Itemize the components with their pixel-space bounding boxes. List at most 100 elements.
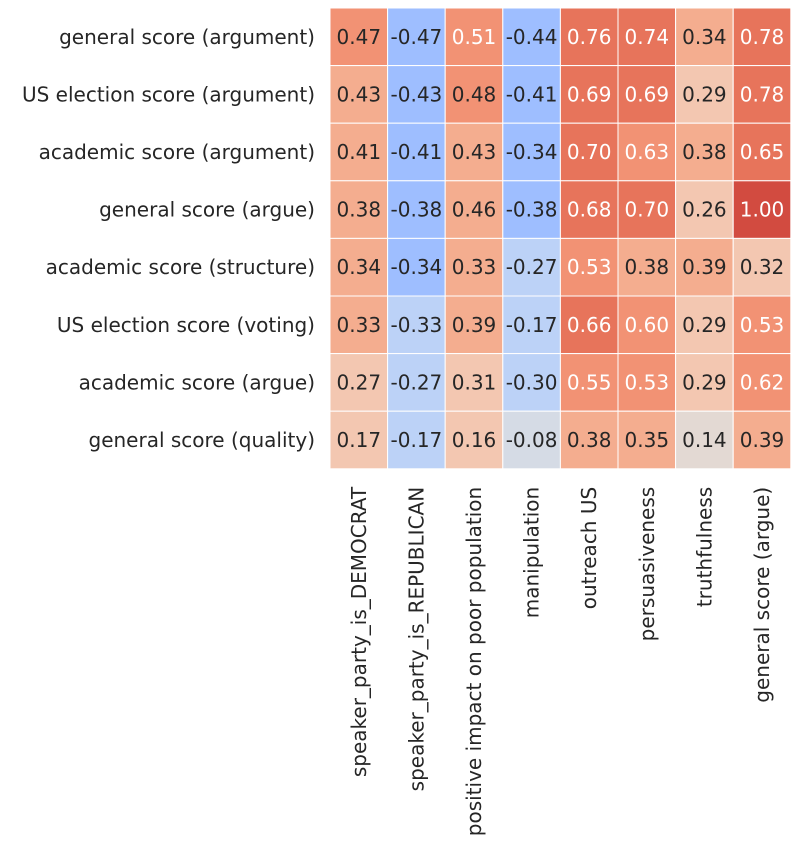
- cell-value-label: 1.00: [740, 198, 785, 222]
- cell-value-label: 0.26: [682, 198, 727, 222]
- column-label: persuasiveness: [635, 487, 659, 642]
- heatmap-cell: [329, 7, 389, 67]
- row-label: general score (argue): [99, 198, 315, 222]
- heatmap-cell: [559, 410, 619, 470]
- cell-value-label: 0.60: [625, 313, 670, 337]
- row-label: general score (quality): [89, 428, 316, 452]
- heatmap-cell: [387, 353, 446, 412]
- heatmap-cell: [617, 180, 677, 239]
- row-tick-labels: general score (argument) US election scor…: [22, 25, 315, 452]
- cell-value-label: -0.34: [391, 255, 443, 279]
- heatmap-cell: [502, 65, 561, 124]
- cell-value-label: 0.55: [567, 370, 612, 394]
- heatmap-cell: [329, 122, 389, 182]
- cell-value-label: 0.53: [567, 255, 612, 279]
- column-label: truthfulness: [692, 487, 716, 607]
- heatmap-cell: [444, 122, 504, 182]
- row-label: US election score (voting): [57, 313, 315, 337]
- cell-value-label: -0.43: [391, 82, 443, 106]
- cell-value-label: 0.70: [625, 198, 670, 222]
- cell-value-label: -0.30: [506, 370, 558, 394]
- heatmap-cell: [559, 122, 619, 182]
- cell-value-label: 0.14: [682, 428, 727, 452]
- row-label: academic score (structure): [46, 255, 315, 279]
- heatmap-cell: [617, 65, 677, 124]
- row-label: academic score (argue): [79, 370, 315, 394]
- cell-value-label: -0.38: [391, 198, 443, 222]
- heatmap-cell: [675, 122, 734, 182]
- cell-value-label: 0.17: [337, 428, 382, 452]
- cell-value-label: 0.48: [452, 82, 497, 106]
- column-label: manipulation: [520, 487, 544, 618]
- cell-value-label: 0.35: [625, 428, 670, 452]
- cell-value-label: 0.38: [682, 140, 727, 164]
- cell-value-label: -0.41: [391, 140, 443, 164]
- cell-value-label: 0.29: [682, 313, 727, 337]
- cell-value-label: 0.46: [452, 198, 497, 222]
- column-label: general score (argue): [750, 487, 774, 703]
- heatmap-cell: [732, 65, 792, 124]
- cell-value-label: 0.34: [682, 25, 727, 49]
- cell-value-label: -0.38: [506, 198, 558, 222]
- heatmap-cell: [675, 410, 734, 470]
- heatmap-cell: [387, 410, 446, 470]
- heatmap-cell: [329, 65, 389, 124]
- heatmap-cell: [675, 65, 734, 124]
- cell-value-label: 0.33: [337, 313, 382, 337]
- cell-value-label: 0.34: [337, 255, 382, 279]
- cell-value-label: 0.16: [452, 428, 497, 452]
- heatmap-cell: [675, 237, 734, 297]
- heatmap-cell: [444, 410, 504, 470]
- cell-value-label: -0.27: [391, 370, 443, 394]
- heatmap-cell: [675, 295, 734, 355]
- heatmap-cell: [732, 122, 792, 182]
- cell-value-label: 0.38: [567, 428, 612, 452]
- heatmap-cell: [387, 122, 446, 182]
- row-label: US election score (argument): [22, 82, 315, 106]
- heatmap-cell: [444, 295, 504, 355]
- cell-value-label: 0.70: [567, 140, 612, 164]
- heatmap-cell: [732, 237, 792, 297]
- heatmap-cell: [617, 237, 677, 297]
- heatmap-cell: [444, 237, 504, 297]
- heatmap-cell: [675, 180, 734, 239]
- heatmap-cell: [732, 295, 792, 355]
- heatmap-cell: [387, 7, 446, 67]
- row-label: general score (argument): [59, 25, 315, 49]
- heatmap-cell: [329, 180, 389, 239]
- heatmap-cell: [559, 295, 619, 355]
- cell-value-label: 0.38: [337, 198, 382, 222]
- cell-value-label: 0.53: [740, 313, 785, 337]
- cell-value-label: 0.39: [740, 428, 785, 452]
- cell-value-label: 0.29: [682, 370, 727, 394]
- cell-value-label: -0.33: [391, 313, 443, 337]
- cell-value-label: -0.08: [506, 428, 558, 452]
- cell-value-label: 0.51: [452, 25, 497, 49]
- heatmap-cell: [559, 180, 619, 239]
- heatmap-cell: [329, 353, 389, 412]
- cell-value-label: 0.62: [740, 370, 785, 394]
- cell-value-label: 0.78: [740, 25, 785, 49]
- cell-value-label: 0.43: [337, 82, 382, 106]
- cell-value-label: 0.76: [567, 25, 612, 49]
- heatmap-cell: [387, 180, 446, 239]
- cell-value-label: -0.41: [506, 82, 558, 106]
- cell-value-label: -0.27: [506, 255, 558, 279]
- cell-value-label: 0.68: [567, 198, 612, 222]
- column-label: outreach US: [577, 487, 601, 609]
- heatmap-cell: [617, 353, 677, 412]
- cell-value-label: -0.44: [506, 25, 558, 49]
- cell-value-label: -0.34: [506, 140, 558, 164]
- cell-value-label: 0.43: [452, 140, 497, 164]
- heatmap-cell: [732, 410, 792, 470]
- heatmap-cell: [732, 180, 792, 239]
- heatmap-cell: [617, 410, 677, 470]
- row-label: academic score (argument): [39, 140, 315, 164]
- cell-value-label: -0.17: [391, 428, 443, 452]
- heatmap-cell: [732, 7, 792, 67]
- heatmap-cell: [617, 295, 677, 355]
- heatmap-cells: 0.47 -0.47 0.51 -0.44 0.76 0.74 0.34 0.78 0.43 -0…: [329, 7, 792, 470]
- cell-value-label: 0.63: [625, 140, 670, 164]
- heatmap-cell: [502, 410, 561, 470]
